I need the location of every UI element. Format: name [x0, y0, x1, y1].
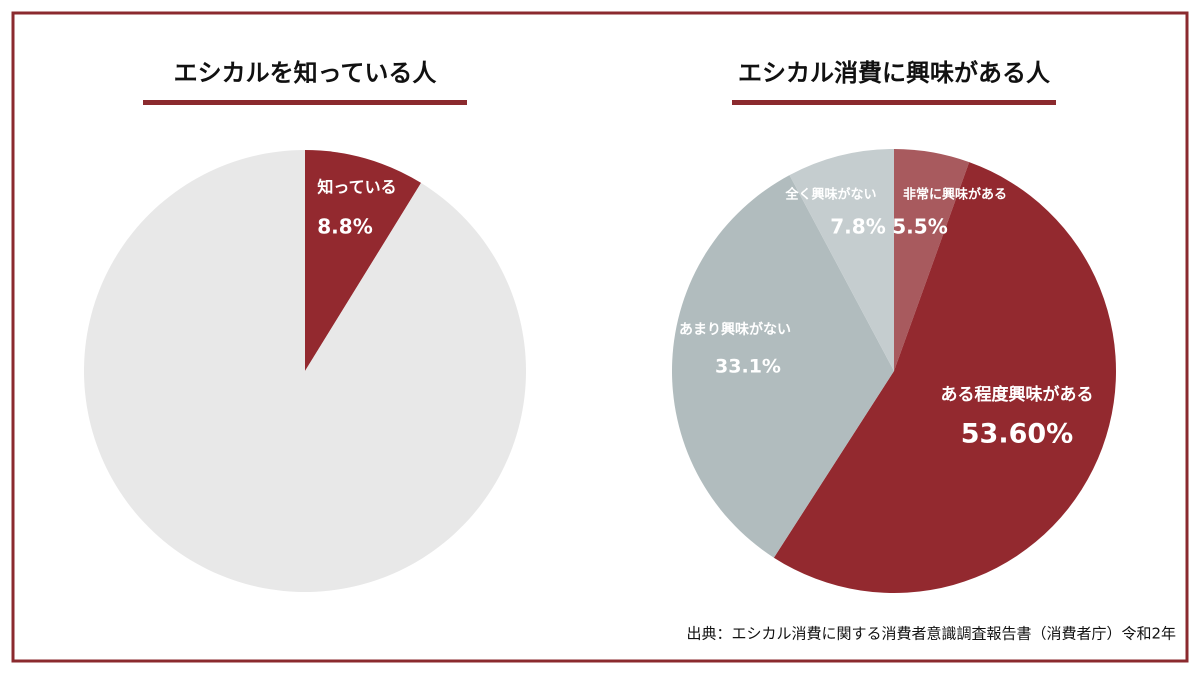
slice-label: 全く興味がない	[784, 187, 876, 203]
slice-label: 知っている	[317, 178, 396, 197]
value-label: 5.5%	[892, 215, 947, 239]
chart-title: エシカル消費に興味がある人	[738, 59, 1050, 87]
value-label: 53.60%	[961, 419, 1073, 450]
pie-slice	[672, 175, 894, 558]
value-label: 8.8%	[317, 215, 372, 239]
chart-title: エシカルを知っている人	[174, 59, 437, 87]
pie-slice	[773, 162, 1116, 593]
value-label: 7.8%	[830, 215, 885, 239]
slice-label: ある程度興味がある	[941, 384, 1094, 405]
title-underline	[143, 100, 467, 105]
pie-slice	[305, 150, 422, 371]
title-underline	[732, 100, 1056, 105]
pie-slice	[894, 149, 970, 371]
slice-label: あまり興味がない	[679, 321, 791, 338]
source: 出典：エシカル消費に関する消費者意識調査報告書（消費者庁）令和2年	[686, 625, 1176, 643]
frame	[11, 11, 1189, 663]
slice-label: 非常に興味がある	[903, 187, 1007, 203]
value-label: 33.1%	[715, 356, 781, 378]
pie-slice	[789, 149, 894, 371]
pie-slice	[84, 150, 527, 592]
